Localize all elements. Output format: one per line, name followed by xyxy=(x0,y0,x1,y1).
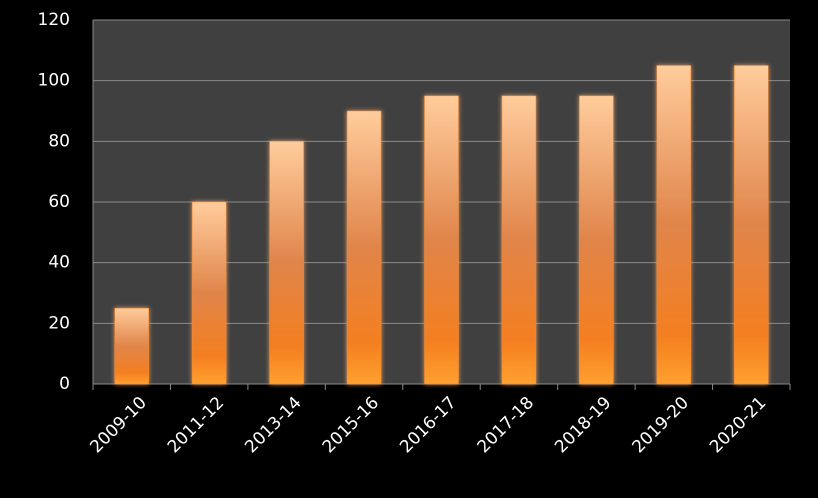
x-tick-label: 2020-21 xyxy=(706,393,770,457)
x-tick-label: 2009-10 xyxy=(86,393,150,457)
bar xyxy=(424,95,459,385)
bar xyxy=(114,307,149,385)
x-tick-label: 2018-19 xyxy=(551,393,615,457)
bar xyxy=(501,95,537,385)
y-tick-label: 120 xyxy=(38,10,70,30)
y-tick-label: 60 xyxy=(48,192,70,212)
bar xyxy=(346,110,382,385)
bar xyxy=(734,65,769,385)
x-tick-label: 2015-16 xyxy=(319,393,383,457)
bar xyxy=(579,95,614,385)
bar xyxy=(191,201,227,385)
x-tick-label: 2013-14 xyxy=(241,393,305,457)
bar xyxy=(269,141,304,385)
y-tick-label: 20 xyxy=(48,313,70,333)
y-tick-label: 40 xyxy=(48,253,70,273)
x-tick-label: 2017-18 xyxy=(474,393,538,457)
bar xyxy=(656,65,692,385)
y-tick-label: 0 xyxy=(59,374,70,394)
x-tick-label: 2016-17 xyxy=(396,393,460,457)
x-tick-label: 2019-20 xyxy=(629,393,693,457)
x-tick-label: 2011-12 xyxy=(164,393,228,457)
y-tick-label: 100 xyxy=(38,71,70,91)
y-tick-label: 80 xyxy=(48,131,70,151)
